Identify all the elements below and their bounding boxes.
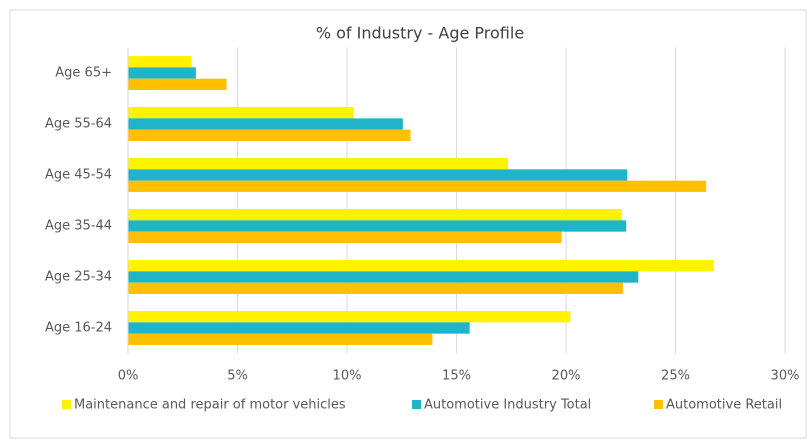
x-tick-label: 30% — [771, 369, 800, 384]
legend-swatch — [412, 400, 421, 409]
bar — [128, 260, 714, 272]
bar — [128, 169, 628, 181]
chart-title: % of Industry - Age Profile — [316, 24, 524, 43]
x-tick-label: 25% — [661, 369, 690, 384]
y-tick-label: Age 35-44 — [45, 219, 112, 234]
x-tick-label: 10% — [333, 369, 362, 384]
bar — [128, 107, 354, 119]
y-tick-label: Age 16-24 — [45, 321, 112, 336]
bar — [128, 78, 227, 90]
bar — [128, 158, 508, 170]
y-tick-label: Age 65+ — [55, 66, 112, 81]
x-tick-label: 15% — [442, 369, 471, 384]
x-tick-label: 0% — [118, 369, 139, 384]
bar — [128, 271, 639, 283]
bar — [128, 220, 627, 232]
legend-swatch — [654, 400, 663, 409]
x-tick-label: 20% — [552, 369, 581, 384]
y-tick-label: Age 55-64 — [45, 117, 112, 132]
legend-label: Automotive Industry Total — [424, 398, 591, 413]
bar — [128, 209, 622, 221]
y-tick-label: Age 25-34 — [45, 270, 112, 285]
bar — [128, 129, 411, 141]
bar — [128, 231, 562, 243]
legend-swatch — [62, 400, 71, 409]
bar — [128, 311, 571, 323]
y-tick-label: Age 45-54 — [45, 168, 112, 183]
bar — [128, 180, 707, 192]
bar — [128, 322, 470, 334]
bar — [128, 118, 403, 130]
legend-label: Automotive Retail — [666, 398, 782, 413]
legend-label: Maintenance and repair of motor vehicles — [74, 398, 346, 413]
bar — [128, 67, 196, 79]
bar — [128, 282, 623, 294]
x-tick-label: 5% — [227, 369, 248, 384]
bar — [128, 333, 433, 345]
bar — [128, 56, 192, 68]
